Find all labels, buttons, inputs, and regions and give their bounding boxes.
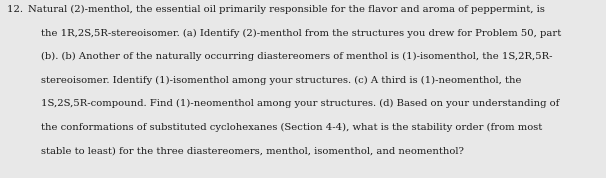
- Text: the 1R,2S,5R-stereoisomer. (a) Identify (2)-menthol from the structures you drew: the 1R,2S,5R-stereoisomer. (a) Identify …: [41, 29, 561, 38]
- Text: stereoisomer. Identify (1)-isomenthol among your structures. (c) A third is (1)-: stereoisomer. Identify (1)-isomenthol am…: [41, 76, 522, 85]
- Text: 12. Natural (2)-menthol, the essential oil primarily responsible for the flavor : 12. Natural (2)-menthol, the essential o…: [7, 5, 545, 14]
- Text: (b). (b) Another of the naturally occurring diastereomers of menthol is (1)-isom: (b). (b) Another of the naturally occurr…: [41, 52, 553, 61]
- Text: 1S,2S,5R-compound. Find (1)-neomenthol among your structures. (d) Based on your : 1S,2S,5R-compound. Find (1)-neomenthol a…: [41, 99, 559, 108]
- Text: the conformations of substituted cyclohexanes (Section 4-4), what is the stabili: the conformations of substituted cyclohe…: [41, 123, 542, 132]
- Text: stable to least) for the three diastereomers, menthol, isomenthol, and neomentho: stable to least) for the three diastereo…: [41, 146, 464, 155]
